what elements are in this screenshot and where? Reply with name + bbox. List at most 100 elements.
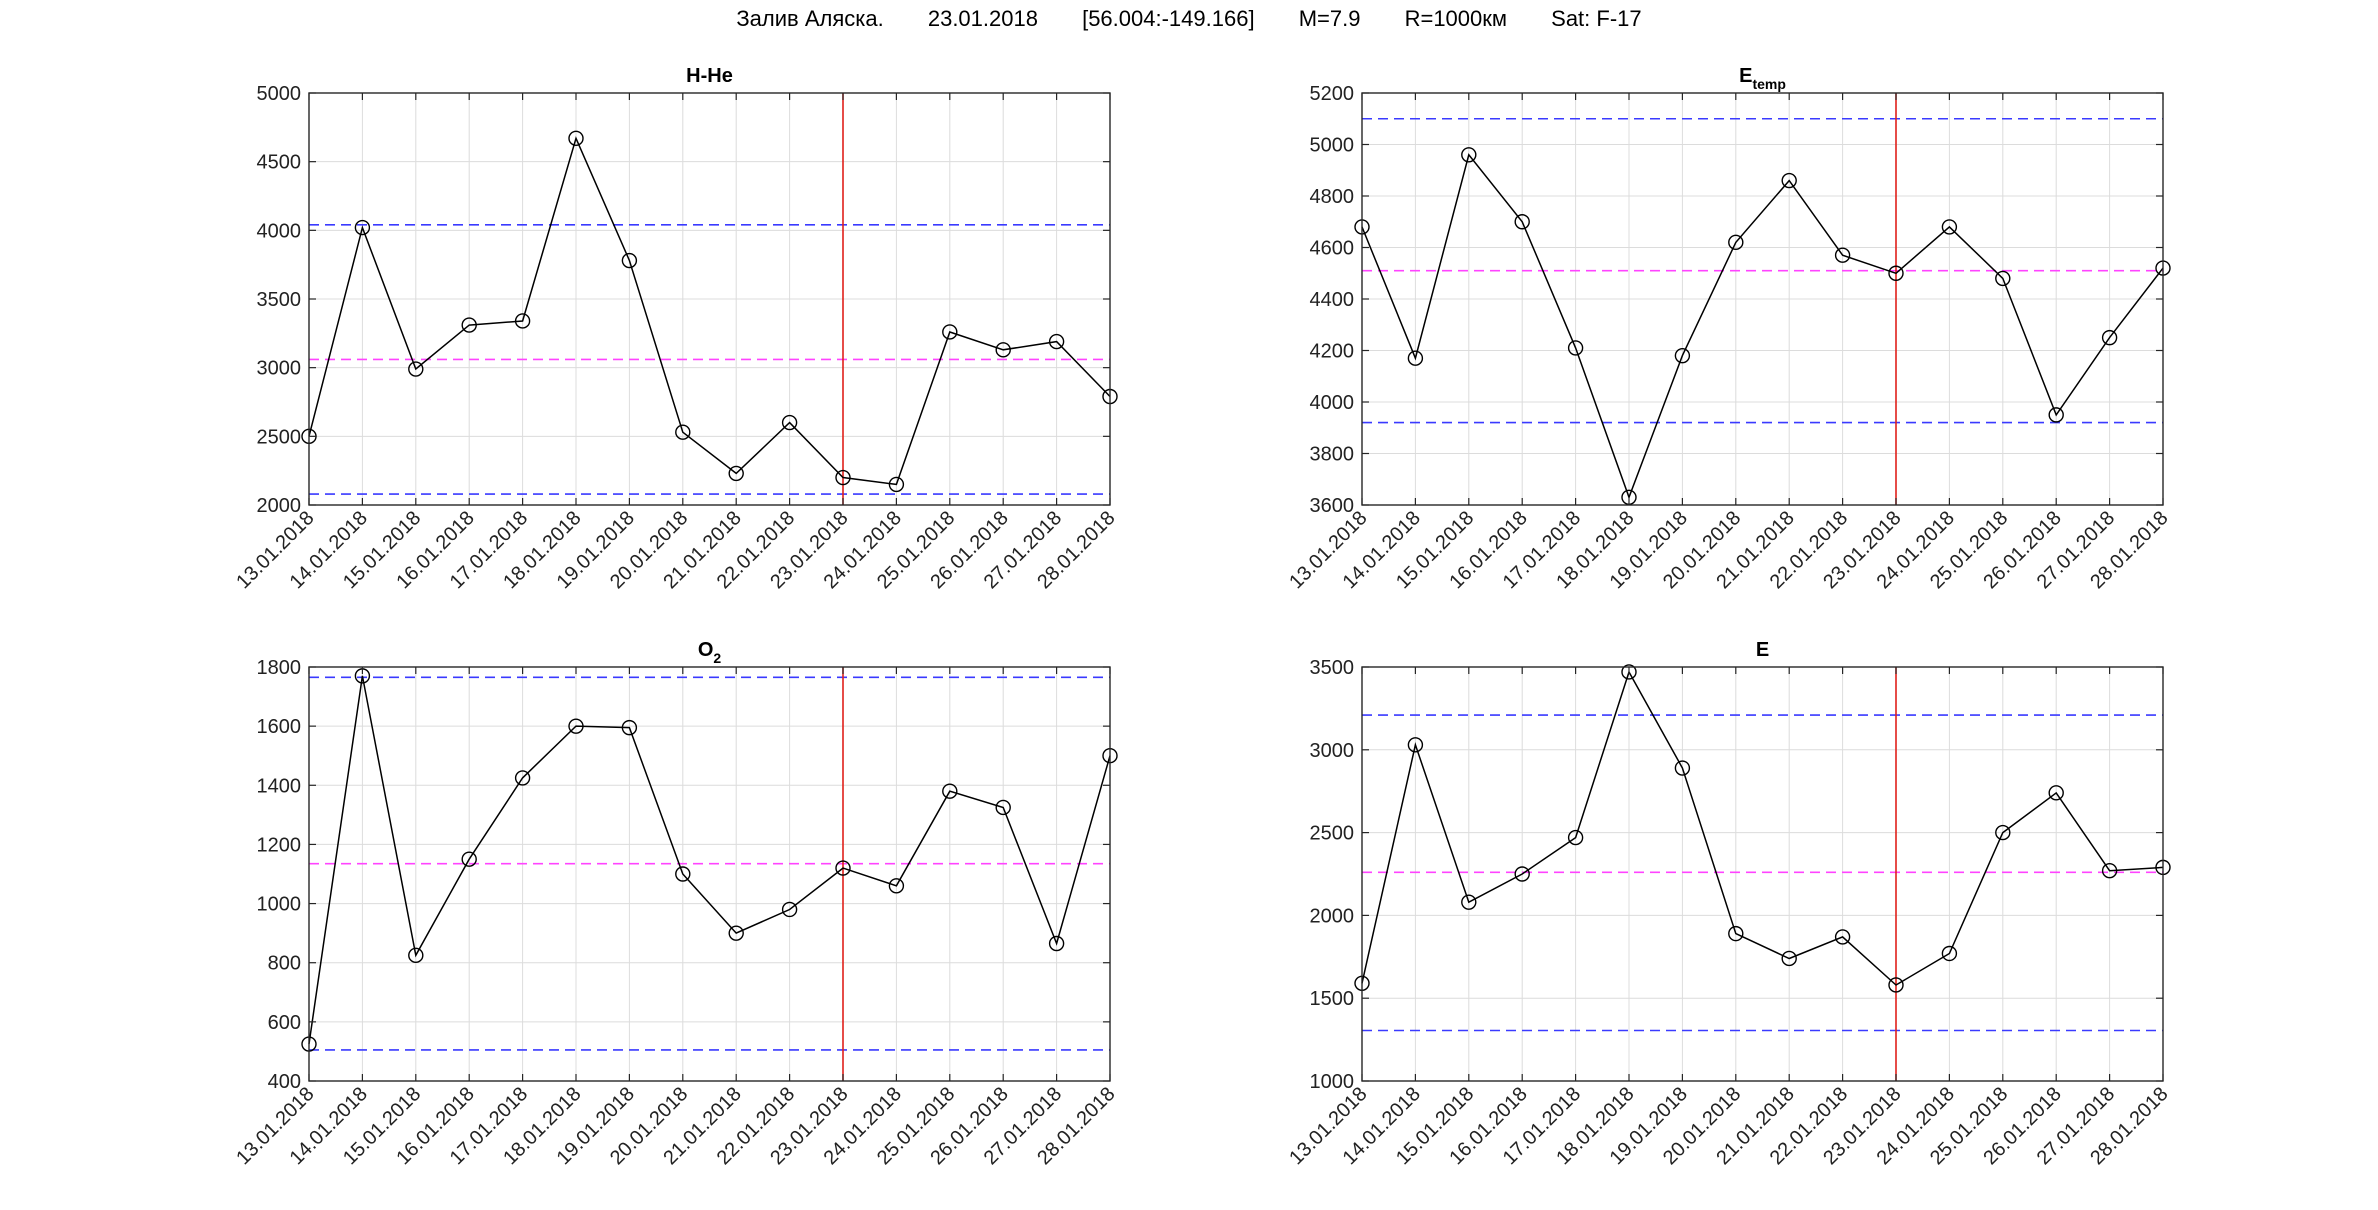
y-tick-label: 3500 [1310,657,1355,679]
data-point [1888,265,1904,281]
plot-title-main: O [698,639,714,661]
y-tick-label: 1800 [257,657,302,679]
data-point [621,719,638,736]
y-tick-label: 3000 [1310,740,1355,762]
data-point [1048,333,1065,350]
y-tick-label: 1500 [1310,988,1355,1010]
y-tick-label: 1200 [257,834,302,856]
y-tick-label: 3500 [257,289,302,311]
y-tick-label: 3600 [1310,495,1355,517]
data-point [2101,862,2118,879]
plot-title-main: E [1756,639,1769,661]
axes-frame [308,666,1111,1082]
data-point [1461,147,1477,163]
data-point [514,313,531,329]
series-line [308,675,1111,1045]
y-tick-label: 1600 [257,716,302,738]
plot-title: H-He [686,65,733,87]
data-point [835,469,851,486]
data-point [1834,247,1851,263]
data-point [942,783,958,799]
data-point [995,342,1011,358]
data-point [1621,664,1637,680]
y-tick-label: 2000 [257,495,302,517]
y-tick-label: 3000 [257,358,302,380]
y-tick-label: 4800 [1310,186,1355,208]
data-point [354,219,371,236]
data-point [1781,950,1797,967]
y-tick-label: 600 [268,1012,301,1034]
data-point [942,324,958,340]
data-point [675,866,691,882]
data-point [1995,824,2011,841]
y-tick-label: 2000 [1310,905,1355,927]
data-point [1728,234,1744,251]
y-tick-label: 800 [268,953,301,975]
figure-header: Залив Аляска. 23.01.2018 [56.004:-149.16… [736,6,1641,31]
plot-title-main: H-He [686,65,733,87]
data-point [1514,214,1530,230]
y-tick-label: 1000 [257,894,302,916]
plot-area [309,667,1110,1081]
y-tick-label: 400 [268,1071,301,1093]
data-point [1048,935,1065,952]
plot-panel-3: 10001500200025003000350013.01.201814.01.… [1285,639,2172,1169]
data-point [621,252,638,269]
plot-title: O2 [698,639,722,666]
series-line [1361,670,2164,986]
data-point [1941,945,1958,962]
y-tick-label: 4000 [1310,392,1355,414]
y-tick-label: 5000 [1310,135,1355,157]
data-point [2048,407,2064,423]
data-point [514,770,531,786]
data-point [568,130,584,147]
y-tick-label: 4400 [1310,289,1355,311]
header-radius: R=1000км [1405,6,1507,31]
y-tick-label: 2500 [257,426,302,448]
header-date: 23.01.2018 [928,6,1038,31]
header-magnitude: M=7.9 [1299,6,1361,31]
plot-panel-0: 200025003000350040004500500013.01.201814… [232,65,1119,593]
data-point [728,465,744,482]
data-point [1941,219,1958,235]
data-point [1674,760,1691,776]
data-point [1674,347,1691,364]
data-point [728,925,744,941]
y-tick-label: 3800 [1310,444,1355,466]
y-tick-label: 4600 [1310,238,1355,260]
y-tick-label: 5200 [1310,83,1355,105]
series-line [1361,153,2164,500]
data-point [781,901,798,918]
data-point [461,851,477,867]
header-region: Залив Аляска. [736,6,883,31]
data-point [1834,929,1851,945]
data-point [1567,340,1584,356]
plot-title-subscript: temp [1752,76,1785,92]
data-point [461,317,477,333]
plot-area [1362,667,2163,1081]
y-tick-label: 4200 [1310,341,1355,363]
data-point [1461,894,1477,910]
data-point [1781,172,1797,189]
plot-panel-1: 36003800400042004400460048005000520013.0… [1285,65,2172,593]
y-tick-label: 4500 [257,152,302,174]
y-tick-label: 2500 [1310,823,1355,845]
data-point [2101,329,2118,346]
data-point [1407,350,1424,366]
data-point [568,718,584,734]
y-tick-label: 5000 [257,83,302,105]
data-point [888,878,905,894]
y-tick-label: 1000 [1310,1071,1355,1093]
header-coordinates: [56.004:-149.166] [1082,6,1254,31]
data-point [1567,829,1584,846]
data-point [1728,925,1744,942]
data-point [781,414,798,431]
data-point [675,424,691,440]
plot-title: E [1756,639,1769,661]
data-point [835,860,851,876]
data-point [2048,785,2064,801]
plot-title-subscript: 2 [713,650,721,666]
header-satellite: Sat: F-17 [1551,6,1641,31]
series-line [308,136,1111,486]
y-tick-label: 4000 [257,220,302,242]
